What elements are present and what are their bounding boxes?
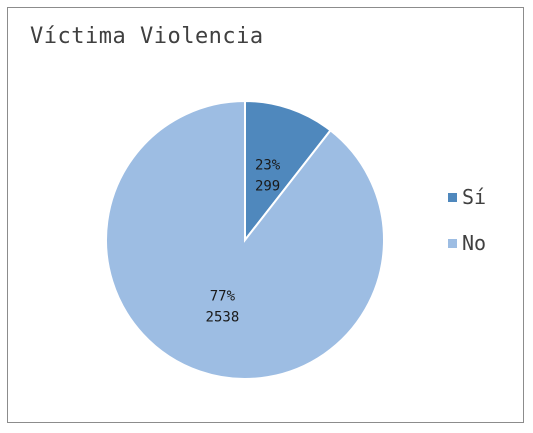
chart-legend: Sí No <box>448 185 486 277</box>
pie-labels: 23% 299 77% 2538 <box>206 157 281 325</box>
pie-slices <box>105 99 385 380</box>
legend-swatch-no <box>448 238 457 248</box>
pie-slice-no <box>105 99 385 380</box>
pie-label-no-value: 2538 <box>206 310 240 326</box>
pie-label-no-percent: 77% <box>210 289 236 305</box>
pie-slice-si <box>244 99 332 243</box>
pie-label-si-percent: 23% <box>255 157 281 173</box>
pie-label-si-value: 299 <box>255 178 280 194</box>
legend-swatch-si <box>448 192 457 202</box>
legend-label-no: No <box>462 231 487 255</box>
legend-item-no: No <box>448 231 486 255</box>
chart-title: Víctima Violencia <box>30 24 264 49</box>
legend-item-si: Sí <box>448 185 486 209</box>
legend-label-si: Sí <box>462 185 487 209</box>
